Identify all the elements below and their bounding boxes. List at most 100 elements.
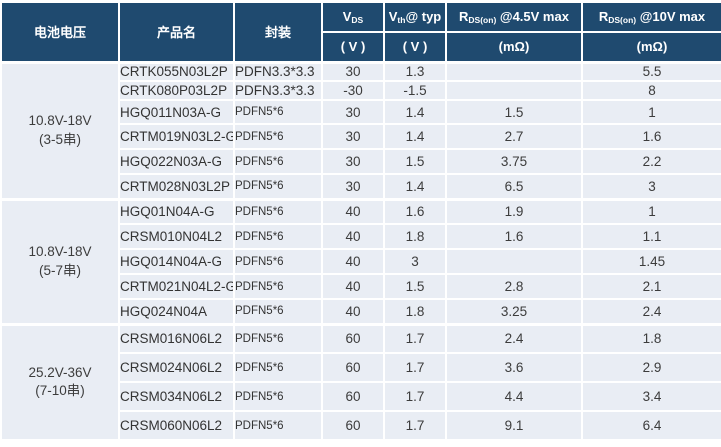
cell-rds-10v: 1.45 — [581, 248, 721, 275]
cell-package: PDFN5*6 — [233, 322, 323, 354]
header-rds10-rest: @10V max — [636, 9, 706, 24]
header-rds45-base: R — [459, 9, 469, 24]
cell-package: PDFN5*6 — [233, 123, 323, 150]
cell-vth: -1.5 — [383, 80, 447, 101]
cell-vds: 30 — [321, 148, 385, 175]
cell-vds: 60 — [321, 410, 385, 441]
cell-rds-10v: 1 — [581, 99, 721, 125]
group-cell-count: (5-7串) — [38, 262, 81, 278]
cell-package: PDFN5*6 — [233, 99, 323, 125]
cell-product-name: HGQ024N04A — [118, 298, 235, 325]
cell-package: PDFN5*6 — [233, 352, 323, 383]
cell-package: PDFN5*6 — [233, 148, 323, 175]
table-row: CRTM021N04L2-G PDFN5*6 40 1.5 2.8 2.1 — [1, 273, 721, 300]
cell-package: PDFN5*6 — [233, 298, 323, 325]
table-row: 10.8V-18V (3-5串) CRTK055N03L2P PDFN3.3*3… — [0, 60, 721, 200]
cell-rds-4v5: 4.4 — [445, 381, 583, 412]
cell-vth: 1.4 — [383, 173, 447, 200]
cell-product-name: CRTK080P03L2P — [118, 80, 235, 101]
header-rds45-sub: DS(on) — [468, 15, 497, 25]
header-rds10-sub: DS(on) — [608, 15, 637, 25]
cell-vds: 40 — [321, 248, 385, 275]
header-vds: VDS — [321, 1, 385, 33]
cell-vth: 1.7 — [383, 410, 447, 441]
table-row: CRTM019N03L2-G PDFN5*6 30 1.4 2.7 1.6 — [1, 123, 721, 150]
header-package: 封装 — [233, 1, 323, 63]
table-row: HGQ011N03A-G PDFN5*6 30 1.4 1.5 1 — [1, 99, 721, 125]
cell-package: PDFN5*6 — [233, 273, 323, 300]
cell-rds-4v5 — [445, 80, 583, 101]
cell-package: PDFN5*6 — [233, 381, 323, 412]
cell-rds-10v: 3 — [581, 173, 721, 200]
header-battery-voltage: 电池电压 — [0, 1, 120, 63]
cell-product-name: HGQ014N04A-G — [118, 248, 235, 275]
header-vth: Vth@ typ — [383, 1, 447, 33]
cell-vds: 30 — [321, 123, 385, 150]
cell-vds: 40 — [321, 298, 385, 325]
header-rds45-rest: @4.5V max — [496, 9, 569, 24]
cell-package: PDFN5*6 — [233, 410, 323, 441]
table-row: CRTK080P03L2P PDFN3.3*3.3 -30 -1.5 8 — [1, 80, 721, 101]
group-voltage-range: 10.8V-18V — [28, 113, 92, 129]
table-row: 10.8V-18V (5-7串) HGQ01N04A-G PDFN5*6 40 … — [0, 197, 721, 325]
cell-rds-10v: 1.1 — [581, 223, 721, 250]
cell-rds-10v: 2.4 — [581, 298, 721, 325]
cell-vth: 3 — [383, 248, 447, 275]
header-product-name: 产品名 — [118, 1, 235, 63]
header-row-main: 电池电压 产品名 封装 VDS Vth@ typ RDS(on) @4.5V m… — [0, 1, 721, 63]
cell-vth: 1.3 — [383, 60, 447, 82]
cell-vth: 1.7 — [383, 381, 447, 412]
cell-vth: 1.5 — [383, 148, 447, 175]
cell-vds: 40 — [321, 223, 385, 250]
table-row: CRTM028N03L2P PDFN5*6 30 1.4 6.5 3 — [1, 173, 721, 200]
header-row-units: ( V ) ( V ) (mΩ) (mΩ) — [1, 31, 721, 63]
table-row: 25.2V-36V (7-10串) CRSM016N06L2 PDFN5*6 6… — [0, 322, 721, 441]
cell-rds-4v5: 3.25 — [445, 298, 583, 325]
cell-rds-10v: 1.6 — [581, 123, 721, 150]
group-cell-count: (3-5串) — [38, 131, 81, 147]
table-row: HGQ014N04A-G PDFN5*6 40 3 1.45 — [1, 248, 721, 275]
cell-rds-10v: 2.9 — [581, 352, 721, 383]
cell-package: PDFN5*6 — [233, 248, 323, 275]
cell-vth: 1.8 — [383, 223, 447, 250]
cell-rds-4v5: 2.8 — [445, 273, 583, 300]
table-body: 10.8V-18V (3-5串) CRTK055N03L2P PDFN3.3*3… — [0, 60, 721, 441]
cell-vth: 1.7 — [383, 352, 447, 383]
cell-vds: 30 — [321, 60, 385, 82]
cell-package: PDFN3.3*3.3 — [233, 60, 323, 82]
cell-vth: 1.6 — [383, 197, 447, 225]
cell-rds-4v5: 1.5 — [445, 99, 583, 125]
cell-vth: 1.7 — [383, 322, 447, 354]
cell-rds-4v5: 2.7 — [445, 123, 583, 150]
cell-product-name: CRTM021N04L2-G — [118, 273, 235, 300]
cell-rds-10v: 8 — [581, 80, 721, 101]
cell-product-name: CRSM010N04L2 — [118, 223, 235, 250]
table-row: HGQ024N04A PDFN5*6 40 1.8 3.25 2.4 — [1, 298, 721, 325]
header-vds-sub: DS — [351, 15, 364, 25]
cell-vds: -30 — [321, 80, 385, 101]
cell-rds-10v: 1.8 — [581, 322, 721, 354]
header-rds10-base: R — [598, 9, 609, 24]
cell-package: PDFN5*6 — [233, 197, 323, 225]
cell-vds: 60 — [321, 322, 385, 354]
cell-product-name: HGQ01N04A-G — [118, 197, 235, 225]
group-label: 10.8V-18V (3-5串) — [0, 60, 120, 200]
cell-rds-10v: 5.5 — [581, 60, 721, 82]
cell-rds-10v: 3.4 — [581, 381, 721, 412]
table-row: CRSM060N06L2 PDFN5*6 60 1.7 9.1 6.4 — [1, 410, 721, 441]
header-unit-vth: ( V ) — [383, 31, 447, 63]
table-row: CRSM034N06L2 PDFN5*6 60 1.7 4.4 3.4 — [1, 381, 721, 412]
group-label: 25.2V-36V (7-10串) — [0, 322, 120, 441]
cell-rds-10v: 6.4 — [581, 410, 721, 441]
cell-rds-4v5: 3.75 — [445, 148, 583, 175]
table-row: HGQ022N03A-G PDFN5*6 30 1.5 3.75 2.2 — [1, 148, 721, 175]
table-row: CRSM024N06L2 PDFN5*6 60 1.7 3.6 2.9 — [1, 352, 721, 383]
cell-vds: 30 — [321, 173, 385, 200]
header-unit-rds10: (mΩ) — [581, 31, 721, 63]
cell-rds-4v5: 1.9 — [445, 197, 583, 225]
cell-package: PDFN3.3*3.3 — [233, 80, 323, 101]
cell-product-name: CRSM016N06L2 — [118, 322, 235, 354]
cell-product-name: CRTM028N03L2P — [118, 173, 235, 200]
group-cell-count: (7-10串) — [35, 383, 85, 399]
